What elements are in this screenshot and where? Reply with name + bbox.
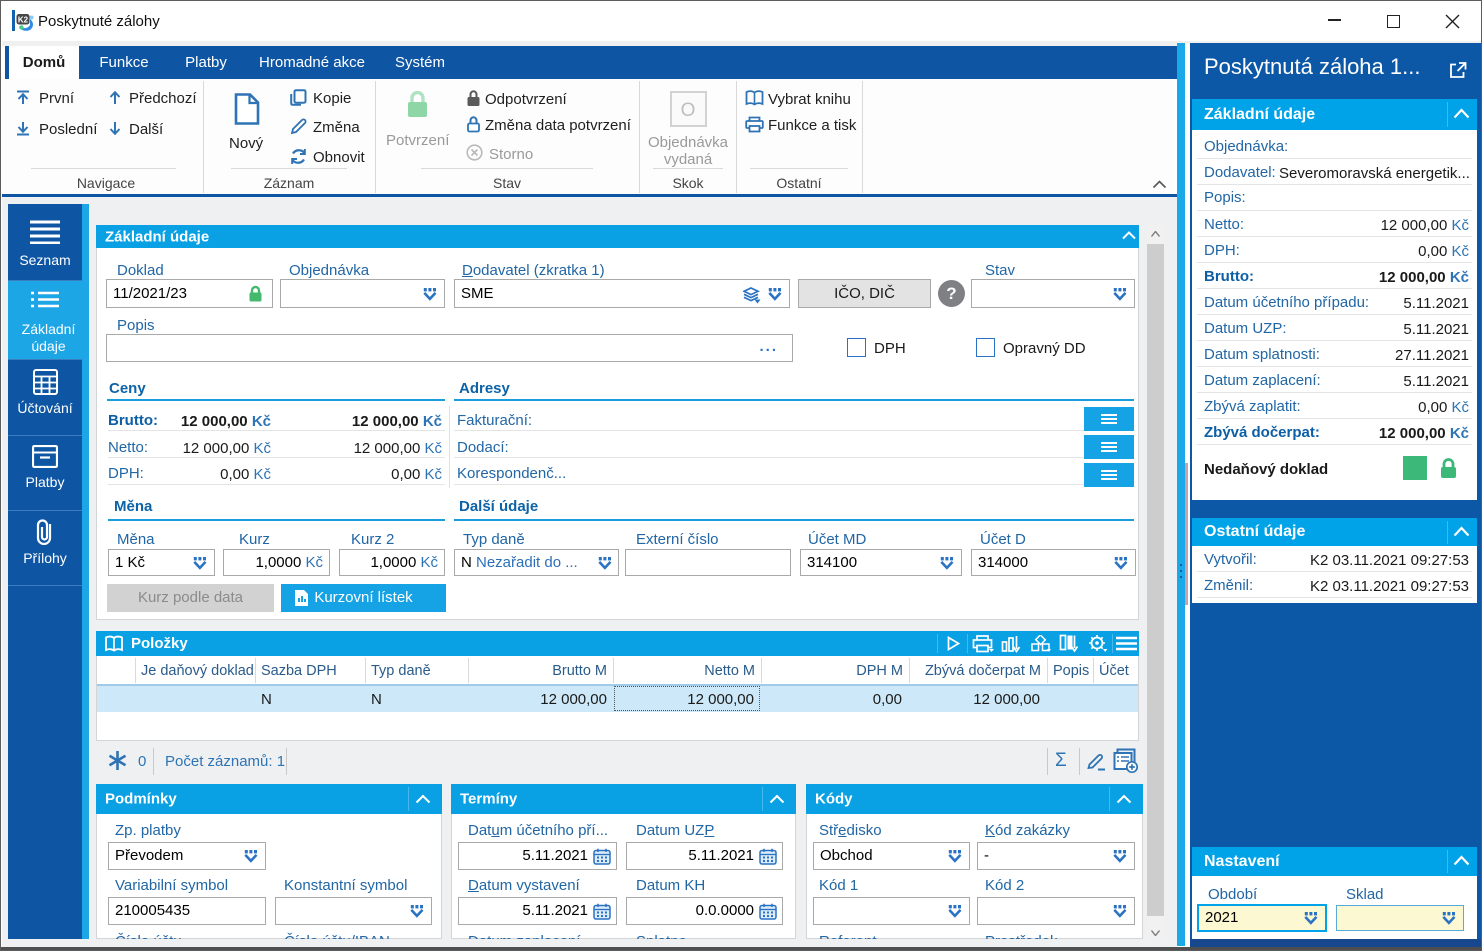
svg-text:K2: K2 (18, 16, 29, 25)
svg-text:O: O (681, 100, 696, 121)
